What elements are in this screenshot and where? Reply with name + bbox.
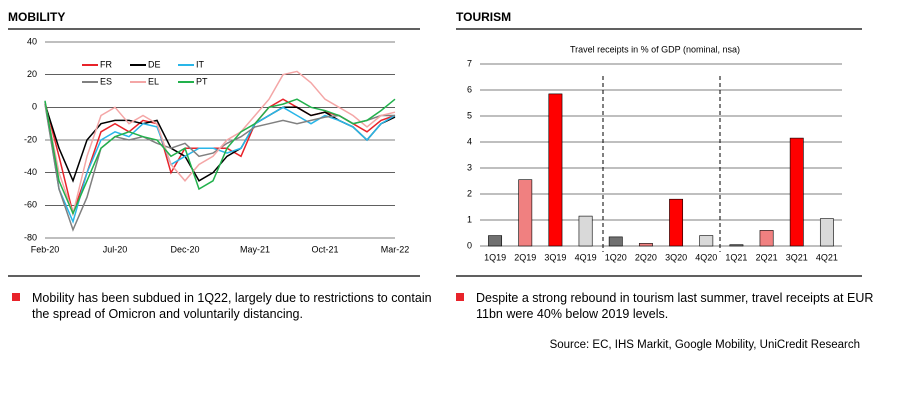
bar (669, 198, 684, 247)
y-tick-label: -20 (24, 134, 37, 144)
bar (518, 179, 533, 247)
y-tick-label: -40 (24, 167, 37, 177)
bar (548, 93, 563, 247)
legend-label: DE (148, 59, 161, 69)
x-tick-label: 3Q21 (786, 252, 808, 262)
x-tick-label: 2Q19 (514, 252, 536, 262)
y-tick-label: 4 (467, 136, 472, 146)
source: Source: EC, IHS Markit, Google Mobility,… (549, 339, 860, 351)
note: Despite a strong rebound in tourism last… (456, 290, 876, 322)
x-tick-label: Feb-20 (31, 244, 60, 254)
x-tick-label: 4Q21 (816, 252, 838, 262)
y-tick-label: -80 (24, 232, 37, 242)
x-tick-label: May-21 (240, 244, 270, 254)
chart-title: TOURISM (456, 10, 511, 24)
x-tick-label: Jul-20 (103, 244, 128, 254)
x-tick-label: 1Q21 (725, 252, 747, 262)
y-tick-label: -60 (24, 200, 37, 210)
bar (789, 137, 804, 247)
x-tick-label: 2Q20 (635, 252, 657, 262)
x-tick-label: 1Q19 (484, 252, 506, 262)
y-tick-label: 20 (27, 69, 37, 79)
bar (819, 218, 834, 247)
y-tick-label: 6 (467, 84, 472, 94)
x-tick-label: 3Q19 (544, 252, 566, 262)
chart-title: MOBILITY (8, 10, 65, 24)
legend-label: PT (196, 76, 208, 86)
y-tick-label: 0 (467, 240, 472, 250)
y-tick-label: 7 (467, 58, 472, 68)
x-tick-label: Oct-21 (311, 244, 338, 254)
x-tick-label: 4Q20 (695, 252, 717, 262)
legend-label: EL (148, 76, 159, 86)
y-tick-label: 1 (467, 214, 472, 224)
bar (638, 243, 653, 247)
note: Mobility has been subdued in 1Q22, large… (12, 290, 432, 322)
y-tick-label: 3 (467, 162, 472, 172)
legend-label: ES (100, 76, 112, 86)
bar (488, 235, 503, 247)
bar (608, 236, 623, 247)
x-tick-label: 3Q20 (665, 252, 687, 262)
series-line (44, 103, 395, 232)
x-tick-label: 2Q21 (756, 252, 778, 262)
bar (759, 230, 774, 247)
y-tick-label: 0 (32, 102, 37, 112)
x-tick-label: 1Q20 (605, 252, 627, 262)
bar (699, 235, 714, 247)
series-line (44, 98, 396, 216)
y-tick-label: 40 (27, 36, 37, 46)
x-tick-label: Mar-22 (381, 244, 410, 254)
series-line (44, 70, 396, 217)
y-tick-label: 5 (467, 110, 472, 120)
x-tick-label: Dec-20 (170, 244, 199, 254)
bar (729, 244, 744, 247)
x-tick-label: 4Q19 (575, 252, 597, 262)
y-tick-label: 2 (467, 188, 472, 198)
chart-subtitle: Travel receipts in % of GDP (nominal, ns… (570, 44, 740, 54)
legend-label: FR (100, 59, 112, 69)
bar (578, 215, 593, 247)
legend-label: IT (196, 59, 205, 69)
series-line (44, 102, 396, 224)
